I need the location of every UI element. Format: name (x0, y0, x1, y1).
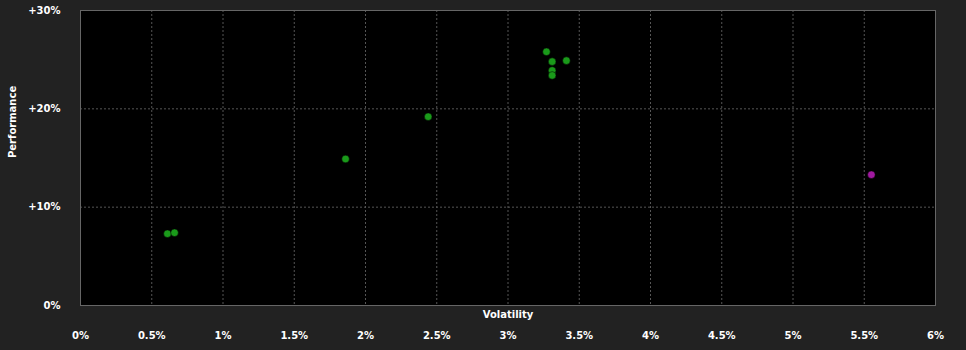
svg-text:1%: 1% (215, 330, 232, 341)
svg-text:0%: 0% (72, 330, 89, 341)
svg-text:4%: 4% (642, 330, 659, 341)
svg-text:2%: 2% (357, 330, 374, 341)
svg-text:+20%: +20% (28, 103, 60, 114)
svg-text:Performance: Performance (7, 86, 18, 158)
svg-text:3%: 3% (500, 330, 517, 341)
svg-text:Volatility: Volatility (483, 309, 534, 320)
svg-text:0%: 0% (44, 300, 61, 311)
svg-text:+10%: +10% (28, 201, 60, 212)
svg-text:+30%: +30% (28, 5, 60, 16)
svg-text:3.5%: 3.5% (565, 330, 593, 341)
svg-text:4.5%: 4.5% (708, 330, 736, 341)
svg-text:6%: 6% (927, 330, 944, 341)
svg-text:5.5%: 5.5% (850, 330, 878, 341)
svg-text:0.5%: 0.5% (138, 330, 166, 341)
svg-text:1.5%: 1.5% (280, 330, 308, 341)
svg-text:2.5%: 2.5% (423, 330, 451, 341)
svg-text:5%: 5% (785, 330, 802, 341)
